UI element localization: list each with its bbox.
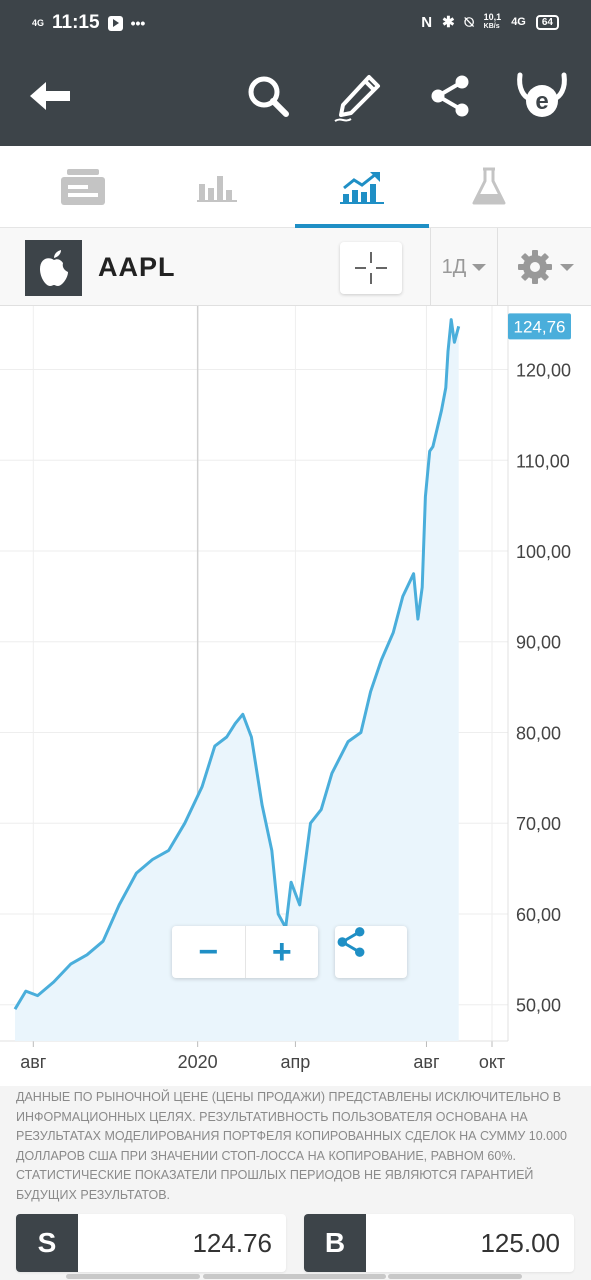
battery-icon: 64 (536, 15, 559, 30)
chevron-down-icon (472, 264, 486, 271)
disclaimer-text: ДАННЫЕ ПО РЫНОЧНОЙ ЦЕНЕ (ЦЕНЫ ПРОДАЖИ) П… (0, 1086, 591, 1206)
nav-indicator (388, 1274, 522, 1279)
chart-settings-button[interactable] (498, 228, 591, 306)
share-chart-button[interactable] (335, 926, 407, 978)
symbol-name: AAPL (98, 252, 176, 283)
speed-unit: KB/s (484, 22, 502, 31)
tab-stats[interactable] (150, 146, 284, 228)
zoom-controls: − + (172, 926, 318, 978)
tab-news[interactable] (16, 146, 150, 228)
x-tick-label: авг (413, 1052, 440, 1072)
network-indicator: 4G (32, 19, 44, 28)
status-right: N ✱ ⍉ 10,1 KB/s 4G 64 (421, 13, 559, 31)
speed-value: 10,1 (484, 13, 502, 22)
trade-bar: S 124.76 B 125.00 (0, 1206, 591, 1280)
stats-icon (197, 172, 237, 202)
share-icon[interactable] (418, 64, 482, 128)
y-tick-label: 50,00 (516, 996, 561, 1016)
clock: 11:15 (52, 12, 100, 34)
x-tick-label: авг (20, 1052, 47, 1072)
status-left: 4G 11:15 ••• (32, 12, 145, 34)
tab-chart[interactable] (295, 146, 429, 228)
buy-price: 125.00 (366, 1228, 574, 1259)
gear-icon (516, 248, 554, 286)
status-bar: 4G 11:15 ••• N ✱ ⍉ 10,1 KB/s 4G 64 (0, 0, 591, 46)
flask-icon (471, 167, 507, 207)
y-tick-label: 100,00 (516, 542, 571, 562)
zoom-out-button[interactable]: − (172, 926, 245, 978)
more-notifications: ••• (131, 15, 146, 31)
search-icon[interactable] (236, 64, 300, 128)
nfc-icon: N (421, 14, 432, 31)
symbol-header: AAPL 1Д (0, 228, 591, 306)
y-tick-label: 80,00 (516, 723, 561, 743)
youtube-icon (108, 16, 123, 31)
apple-logo-icon (25, 240, 82, 296)
crosshair-icon (353, 250, 389, 286)
sell-price: 124.76 (78, 1228, 286, 1259)
top-toolbar: e (0, 46, 591, 146)
x-tick-label: апр (281, 1052, 311, 1072)
crosshair-button[interactable] (340, 242, 402, 294)
pencil-icon[interactable] (326, 64, 390, 128)
y-tick-label: 90,00 (516, 633, 561, 653)
network-right: 4G (511, 16, 526, 28)
net-speed: 10,1 KB/s (484, 13, 502, 31)
section-tabs (0, 146, 591, 228)
bluetooth-icon: ✱ (442, 13, 455, 31)
etoro-logo-icon[interactable]: e (510, 64, 574, 128)
y-tick-label: 120,00 (516, 361, 571, 381)
nav-indicator (203, 1274, 386, 1279)
sell-button[interactable]: S 124.76 (16, 1214, 286, 1272)
y-tick-label: 60,00 (516, 905, 561, 925)
share-icon (335, 926, 367, 958)
x-tick-label: окт (479, 1052, 505, 1072)
mute-bell-icon: ⍉ (465, 14, 474, 31)
last-price-label: 124,76 (514, 317, 566, 336)
nav-indicator (66, 1274, 200, 1279)
chart-trend-icon (340, 170, 384, 204)
period-label: 1Д (442, 256, 467, 279)
price-chart[interactable]: 50,00 60,00 70,00 80,00 90,00 100,00 110,00 120… (0, 306, 591, 1086)
y-tick-label: 70,00 (516, 814, 561, 834)
x-tick-label: 2020 (178, 1052, 218, 1072)
news-icon (59, 167, 107, 207)
tab-lab[interactable] (422, 146, 556, 228)
period-selector[interactable]: 1Д (430, 228, 498, 306)
buy-button[interactable]: B 125.00 (304, 1214, 574, 1272)
back-arrow-icon[interactable] (18, 64, 82, 128)
y-tick-label: 110,00 (516, 451, 570, 471)
svg-text:e: e (535, 88, 548, 115)
buy-label: B (304, 1214, 366, 1272)
chevron-down-icon (560, 264, 574, 271)
sell-label: S (16, 1214, 78, 1272)
zoom-in-button[interactable]: + (245, 926, 319, 978)
